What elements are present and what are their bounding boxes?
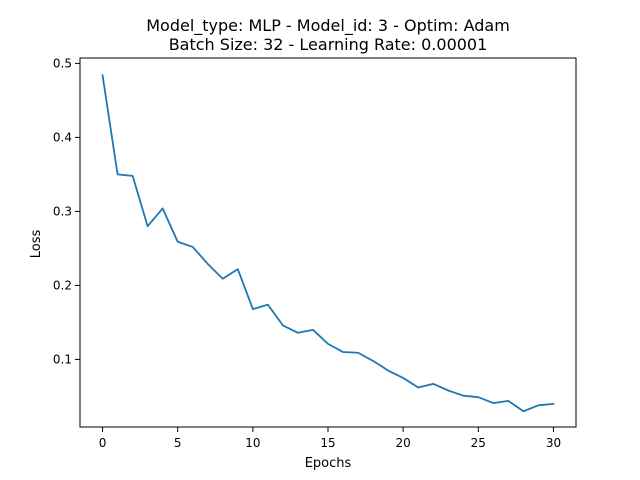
plot-frame (79, 57, 577, 428)
y-tick-label: 0.2 (53, 278, 72, 292)
chart-title-group: Model_type: MLP - Model_id: 3 - Optim: A… (146, 16, 510, 54)
y-tick-label: 0.1 (53, 352, 72, 366)
loss-series-line (101, 74, 555, 413)
x-axis-ticks: 0 5 10 15 20 25 30 (99, 427, 561, 450)
x-tick-label: 25 (471, 436, 486, 450)
chart-title-line-2: Batch Size: 32 - Learning Rate: 0.00001 (169, 35, 488, 54)
x-tick-label: 20 (396, 436, 411, 450)
x-tick-label: 0 (99, 436, 107, 450)
x-axis-label: Epochs (305, 456, 352, 471)
chart-title-line-1: Model_type: MLP - Model_id: 3 - Optim: A… (146, 16, 510, 36)
y-axis-label: Loss (29, 230, 44, 259)
x-tick-label: 15 (320, 436, 335, 450)
y-tick-label: 0.5 (53, 56, 72, 70)
x-tick-label: 30 (546, 436, 561, 450)
y-tick-label: 0.3 (53, 204, 72, 218)
y-axis-ticks: 0.1 0.2 0.3 0.4 0.5 (53, 56, 80, 366)
y-tick-label: 0.4 (53, 130, 72, 144)
x-tick-label: 5 (174, 436, 182, 450)
x-tick-label: 10 (245, 436, 260, 450)
